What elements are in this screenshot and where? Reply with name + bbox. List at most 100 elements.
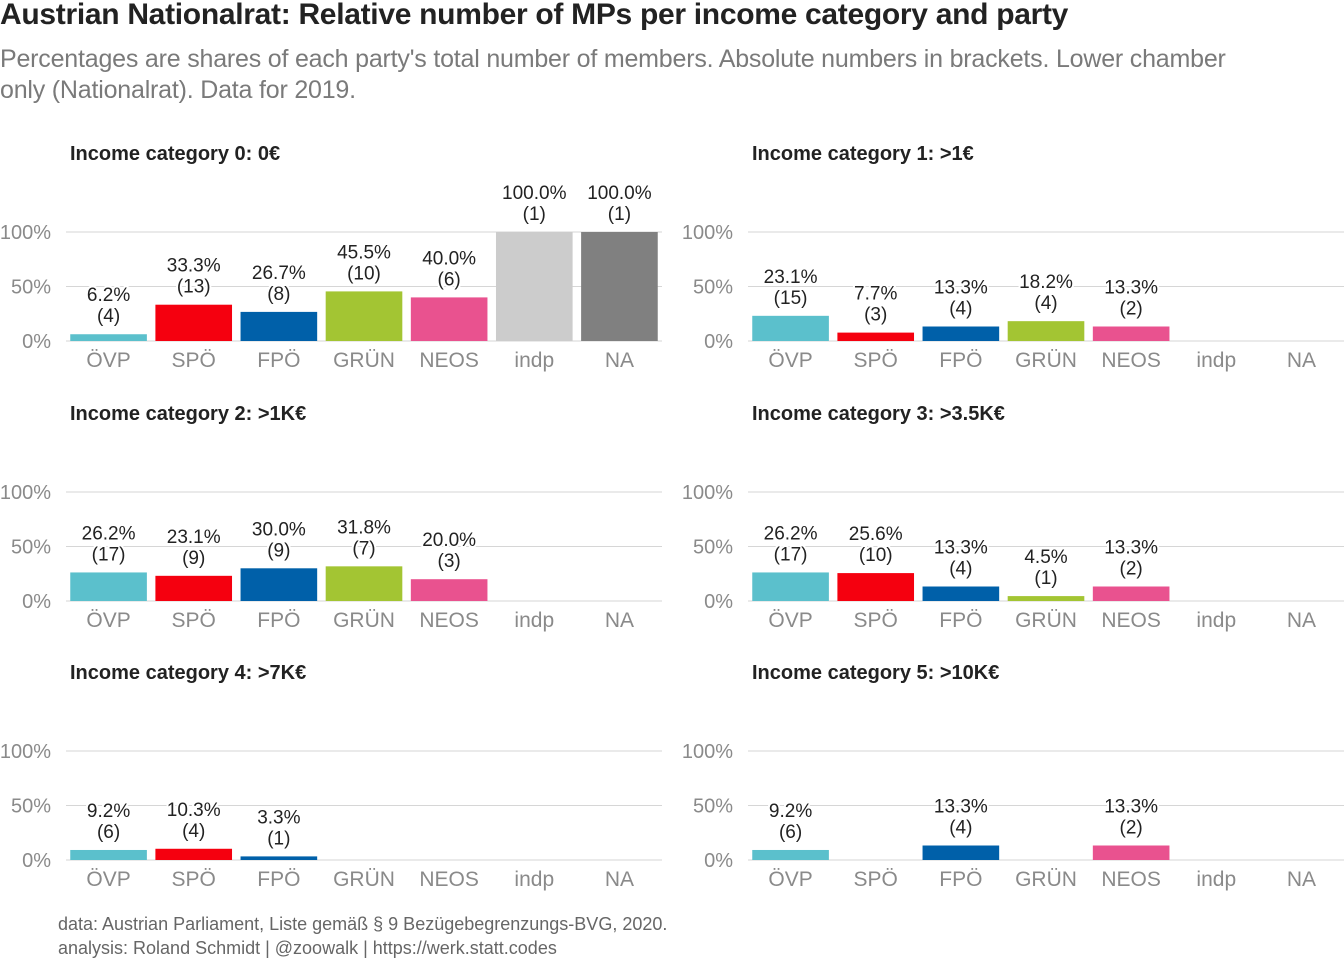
bar — [1007, 596, 1085, 601]
y-tick-label: 0% — [22, 591, 51, 613]
facet-title: Income category 5: >10K€ — [752, 662, 999, 684]
y-tick-label: 0% — [704, 591, 733, 613]
bar — [70, 334, 147, 341]
data-label-percent: 13.3% — [934, 538, 988, 559]
bar — [155, 304, 233, 341]
y-tick-label: 100% — [0, 222, 51, 244]
data-label-percent: 10.3% — [167, 800, 221, 821]
y-tick-label: 100% — [0, 741, 51, 763]
bar — [1092, 586, 1170, 601]
x-tick-label: GRÜN — [1015, 609, 1077, 632]
data-label-count: (1) — [267, 828, 290, 849]
data-label-percent: 13.3% — [934, 797, 988, 818]
data-label-percent: 20.0% — [422, 530, 476, 551]
data-label-percent: 13.3% — [1104, 278, 1158, 299]
bar — [1092, 845, 1170, 860]
bar — [155, 575, 233, 601]
bar — [410, 297, 488, 341]
x-tick-label: ÖVP — [768, 609, 812, 632]
x-tick-label: ÖVP — [768, 349, 812, 372]
x-tick-label: SPÖ — [854, 349, 898, 372]
data-label-percent: 23.1% — [167, 527, 221, 548]
x-tick-label: FPÖ — [939, 609, 982, 632]
y-tick-label: 0% — [22, 850, 51, 872]
bar — [240, 856, 318, 860]
bar — [752, 849, 829, 860]
x-tick-label: NA — [605, 868, 634, 891]
bar — [837, 573, 915, 601]
data-label-percent: 40.0% — [422, 248, 476, 269]
data-label-count: (10) — [859, 545, 893, 566]
x-tick-label: ÖVP — [768, 868, 812, 891]
data-label-percent: 9.2% — [87, 801, 130, 822]
y-tick-label: 50% — [693, 796, 733, 818]
y-tick-label: 100% — [0, 482, 51, 504]
data-label-percent: 45.5% — [337, 242, 391, 263]
data-label-count: (13) — [177, 277, 211, 298]
chart-title: Austrian Nationalrat: Relative number of… — [0, 0, 1069, 31]
y-tick-label: 100% — [682, 222, 733, 244]
bar — [155, 848, 233, 860]
data-label-count: (2) — [1120, 299, 1143, 320]
x-tick-label: SPÖ — [854, 868, 898, 891]
x-tick-label: SPÖ — [172, 349, 216, 372]
data-label-count: (6) — [97, 822, 120, 843]
x-tick-label: GRÜN — [333, 349, 395, 372]
data-label-percent: 6.2% — [87, 285, 130, 306]
x-tick-label: NA — [1287, 868, 1316, 891]
x-tick-label: NEOS — [1101, 868, 1161, 891]
bar — [922, 586, 1000, 601]
data-label-percent: 26.2% — [764, 523, 818, 544]
x-tick-label: indp — [1196, 349, 1236, 372]
bar — [325, 566, 403, 601]
data-label-percent: 4.5% — [1024, 547, 1067, 568]
bar — [922, 845, 1000, 860]
data-label-percent: 18.2% — [1019, 272, 1073, 293]
bar — [752, 315, 829, 341]
data-label-percent: 26.2% — [82, 523, 136, 544]
x-tick-label: ÖVP — [86, 349, 130, 372]
caption-source: data: Austrian Parliament, Liste gemäß §… — [58, 914, 668, 934]
data-label-count: (3) — [438, 551, 461, 572]
x-tick-label: indp — [1196, 609, 1236, 632]
y-tick-label: 50% — [693, 277, 733, 299]
data-label-count: (4) — [1034, 293, 1057, 314]
x-tick-label: NA — [605, 349, 634, 372]
bar — [70, 849, 147, 860]
data-label-percent: 31.8% — [337, 517, 391, 538]
bar — [837, 332, 915, 341]
chart-subtitle: Percentages are shares of each party's t… — [0, 45, 1226, 104]
x-tick-label: ÖVP — [86, 868, 130, 891]
y-tick-label: 0% — [704, 850, 733, 872]
x-tick-label: NEOS — [419, 349, 479, 372]
data-label-count: (3) — [864, 305, 887, 326]
x-tick-label: SPÖ — [172, 609, 216, 632]
x-tick-label: FPÖ — [257, 609, 300, 632]
x-tick-label: ÖVP — [86, 609, 130, 632]
x-tick-label: SPÖ — [854, 609, 898, 632]
facet-title: Income category 0: 0€ — [70, 143, 280, 165]
y-tick-label: 100% — [682, 482, 733, 504]
facet-title: Income category 1: >1€ — [752, 143, 974, 165]
data-label-percent: 100.0% — [587, 183, 652, 204]
x-tick-label: FPÖ — [939, 349, 982, 372]
y-tick-label: 0% — [704, 331, 733, 353]
x-tick-label: NEOS — [419, 609, 479, 632]
x-tick-label: NEOS — [1101, 609, 1161, 632]
data-label-count: (2) — [1120, 818, 1143, 839]
x-tick-label: GRÜN — [333, 609, 395, 632]
bar — [240, 311, 318, 341]
data-label-percent: 23.1% — [764, 267, 818, 288]
data-label-percent: 33.3% — [167, 256, 221, 277]
x-tick-label: GRÜN — [1015, 868, 1077, 891]
x-tick-label: indp — [1196, 868, 1236, 891]
data-label-count: (1) — [608, 204, 631, 225]
data-label-count: (9) — [182, 548, 205, 569]
data-label-percent: 9.2% — [769, 801, 812, 822]
x-tick-label: SPÖ — [172, 868, 216, 891]
y-tick-label: 50% — [11, 537, 51, 559]
data-label-count: (4) — [949, 559, 972, 580]
y-tick-label: 0% — [22, 331, 51, 353]
data-label-percent: 30.0% — [252, 519, 306, 540]
